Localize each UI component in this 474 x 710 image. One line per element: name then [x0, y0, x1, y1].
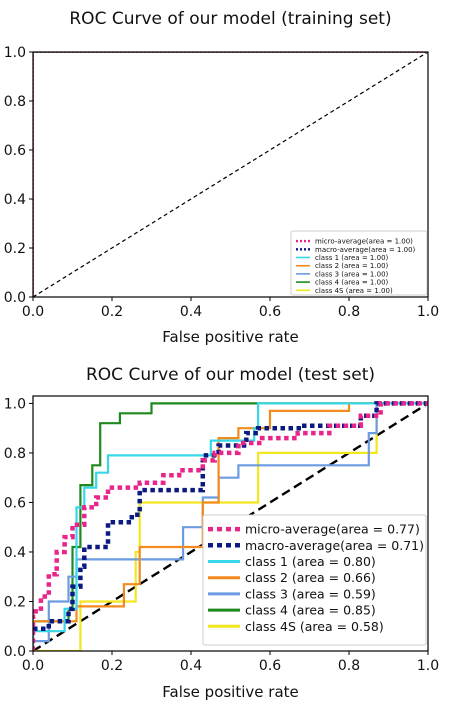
legend-label: class 2 (area = 1.00)	[315, 262, 389, 270]
legend-label: class 3 (area = 0.59)	[245, 586, 376, 601]
chance-diagonal-line	[33, 52, 428, 297]
x-tick-label: 0.8	[338, 658, 360, 674]
legend-label: class 1 (area = 1.00)	[315, 254, 389, 262]
y-tick-label: 0.4	[4, 192, 26, 208]
legend-box	[202, 514, 427, 646]
chart-title: ROC Curve of our model (test set)	[86, 365, 375, 385]
legend-label: class 4S (area = 0.58)	[245, 619, 384, 634]
plot-area	[33, 52, 428, 297]
x-axis-label: False positive rate	[162, 683, 299, 701]
legend: micro-average(area = 0.77)macro-average(…	[202, 514, 427, 646]
x-tick-label: 1.0	[417, 304, 439, 320]
roc-line-microaveragearea	[33, 401, 428, 651]
chart-title: ROC Curve of our model (training set)	[69, 9, 391, 29]
plot-frame	[32, 51, 429, 298]
roc-line-class-4	[33, 402, 428, 651]
chance-diagonal-line	[33, 402, 428, 651]
y-tick-label: 0.2	[4, 241, 26, 257]
roc-line-class-1	[33, 402, 428, 651]
legend-label: micro-average(area = 0.77)	[245, 522, 420, 537]
x-tick-label: 0.8	[338, 304, 360, 320]
y-tick-label: 0.8	[4, 94, 26, 110]
y-tick-label: 0.0	[4, 290, 26, 306]
x-tick-label: 0.0	[22, 658, 44, 674]
legend-label: class 4S (area = 1.00)	[315, 287, 393, 295]
y-tick-label: 0.6	[4, 495, 26, 511]
legend-label: class 1 (area = 0.80)	[245, 554, 376, 569]
x-axis-label: False positive rate	[162, 328, 299, 346]
y-tick-label: 0.4	[4, 545, 26, 561]
y-tick-label: 0.8	[4, 446, 26, 462]
legend-label: class 4 (area = 0.85)	[245, 603, 376, 618]
legend-label: class 4 (area = 1.00)	[315, 279, 389, 287]
x-tick-label: 0.2	[101, 304, 123, 320]
x-tick-label: 0.4	[180, 304, 202, 320]
legend-label: macro-average(area = 0.71)	[245, 538, 424, 553]
legend: micro-average(area = 1.00)macro-average(…	[290, 230, 428, 296]
y-tick-label: 1.0	[4, 45, 26, 61]
roc-chart-training: ROC Curve of our model (training set) Fal…	[4, 9, 439, 346]
plot-frame	[32, 395, 429, 652]
x-tick-label: 0.6	[259, 304, 281, 320]
y-tick-label: 0.0	[4, 644, 26, 660]
legend-label: macro-average(area = 1.00)	[315, 246, 416, 254]
legend-box	[290, 230, 428, 296]
x-tick-label: 0.6	[259, 658, 281, 674]
legend-label: class 2 (area = 0.66)	[245, 570, 376, 585]
roc-line-macroaveragearea	[33, 401, 428, 631]
y-tick-label: 0.2	[4, 594, 26, 610]
roc-chart-test: ROC Curve of our model (test set) False p…	[4, 365, 439, 701]
roc-line-class-4s	[33, 402, 428, 651]
x-tick-label: 1.0	[417, 658, 439, 674]
y-tick-label: 0.6	[4, 143, 26, 159]
plot-area	[33, 401, 428, 651]
x-tick-label: 0.0	[22, 304, 44, 320]
legend-label: class 3 (area = 1.00)	[315, 270, 389, 278]
x-tick-label: 0.4	[180, 658, 202, 674]
legend-label: micro-average(area = 1.00)	[315, 238, 413, 246]
x-tick-label: 0.2	[101, 658, 123, 674]
y-tick-label: 1.0	[4, 396, 26, 412]
